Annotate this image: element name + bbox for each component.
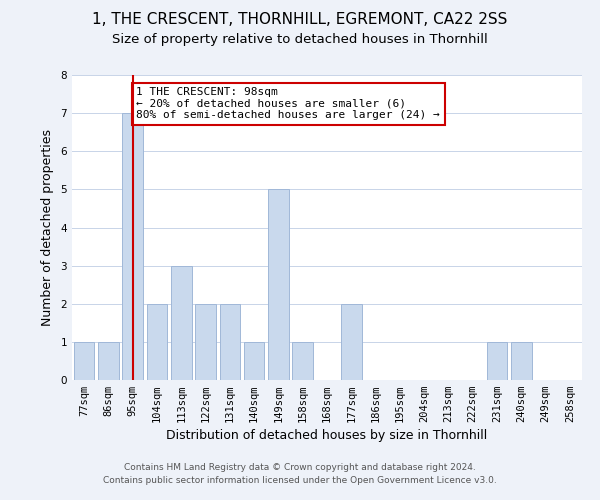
Bar xyxy=(74,342,94,380)
Bar xyxy=(220,304,240,380)
Bar xyxy=(122,113,143,380)
Bar xyxy=(487,342,508,380)
Bar xyxy=(171,266,191,380)
Text: Size of property relative to detached houses in Thornhill: Size of property relative to detached ho… xyxy=(112,32,488,46)
Bar xyxy=(146,304,167,380)
Bar xyxy=(244,342,265,380)
Text: 1, THE CRESCENT, THORNHILL, EGREMONT, CA22 2SS: 1, THE CRESCENT, THORNHILL, EGREMONT, CA… xyxy=(92,12,508,28)
Bar xyxy=(268,190,289,380)
Bar xyxy=(98,342,119,380)
Bar xyxy=(341,304,362,380)
Text: Contains HM Land Registry data © Crown copyright and database right 2024.: Contains HM Land Registry data © Crown c… xyxy=(124,464,476,472)
Text: Contains public sector information licensed under the Open Government Licence v3: Contains public sector information licen… xyxy=(103,476,497,485)
Bar xyxy=(292,342,313,380)
Y-axis label: Number of detached properties: Number of detached properties xyxy=(41,129,53,326)
X-axis label: Distribution of detached houses by size in Thornhill: Distribution of detached houses by size … xyxy=(166,430,488,442)
Text: 1 THE CRESCENT: 98sqm
← 20% of detached houses are smaller (6)
80% of semi-detac: 1 THE CRESCENT: 98sqm ← 20% of detached … xyxy=(136,87,440,120)
Bar xyxy=(195,304,216,380)
Bar xyxy=(511,342,532,380)
